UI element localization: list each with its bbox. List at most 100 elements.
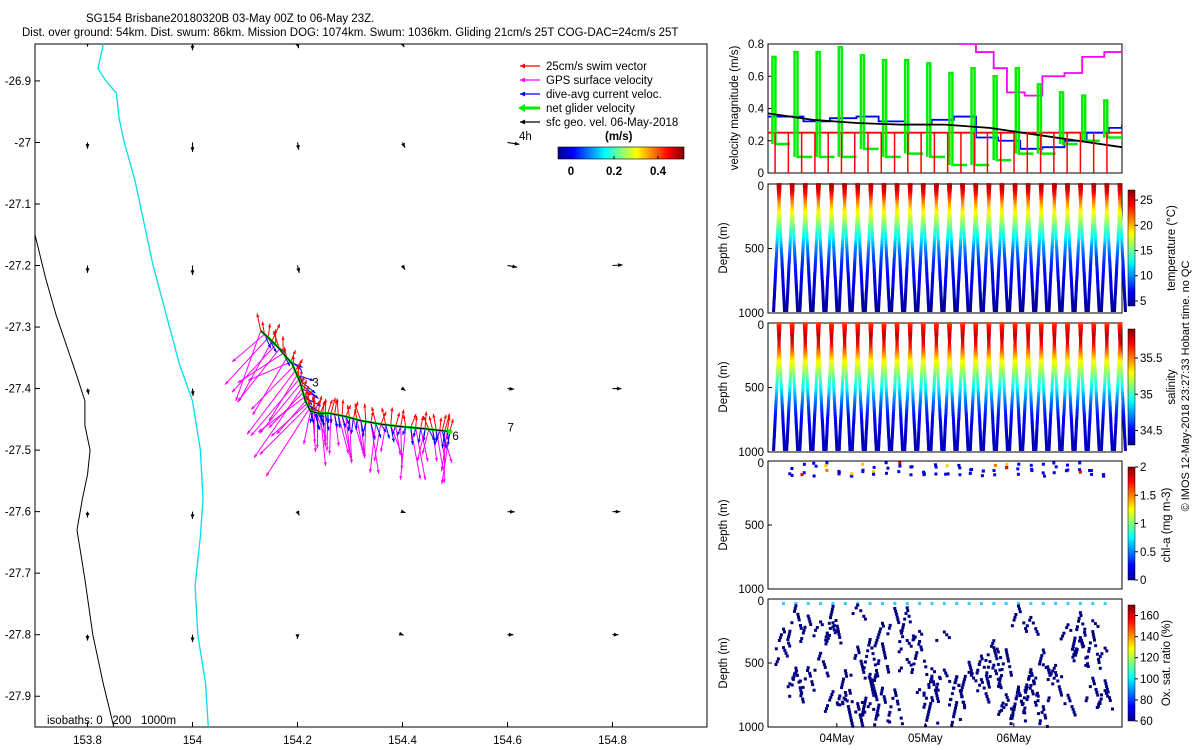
profile-sample-point <box>804 216 808 220</box>
profile-sample-point <box>826 415 830 418</box>
profile-sample-point <box>1012 187 1016 191</box>
profile-sample-point <box>773 431 776 435</box>
profile-sample-point <box>932 249 936 253</box>
gps-velocity-arrow-head <box>440 467 444 472</box>
profile-sample-point <box>826 276 830 279</box>
profile-sample-point <box>802 369 806 373</box>
profile-sample-point <box>845 255 849 259</box>
profile-sample-point <box>912 267 915 271</box>
profile-sample-point <box>841 369 845 373</box>
profile-sample-point <box>860 429 864 433</box>
profile-sample-point <box>855 357 859 361</box>
profile-sample-point <box>906 245 910 249</box>
profile-sample-point <box>1052 195 1056 199</box>
profile-sample-point <box>1084 298 1087 302</box>
profile-sample-point <box>816 201 820 205</box>
profile-sample-point <box>984 255 988 259</box>
profile-sample-point <box>974 201 978 205</box>
gps-velocity-arrow-head <box>252 411 256 416</box>
profile-sample-point <box>1044 290 1048 294</box>
colorbar-tick-0: 0 <box>568 166 574 178</box>
profile-sample-point <box>820 276 824 279</box>
profile-sample-point <box>812 427 816 431</box>
profile-sample-point <box>804 185 808 189</box>
profile-sample-point <box>796 448 800 451</box>
profile-sample-point <box>977 261 981 265</box>
profile-sample-point <box>910 240 914 244</box>
profile-sample-point <box>926 284 929 288</box>
profile-sample-point <box>1117 187 1121 191</box>
map-y-tick-label: -27.7 <box>5 568 31 580</box>
profile-sample-point <box>861 296 864 300</box>
profile-sample-point <box>906 251 910 255</box>
profile-sample-point <box>806 394 810 398</box>
profile-sample-point <box>777 346 781 350</box>
profile-sample-point <box>904 284 908 288</box>
profile-sample-point <box>812 437 815 441</box>
profile-sample-point <box>984 253 988 257</box>
swim-vector-arrow-head <box>324 398 328 403</box>
colorbar-tick-0-2: 0.2 <box>606 166 622 178</box>
swim-vector-arrow <box>446 416 451 432</box>
map-x-tick-label: 154.4 <box>388 735 417 747</box>
profile-sample-point <box>1121 265 1125 269</box>
profile-sample-point <box>882 197 886 201</box>
profile-sample-point <box>795 429 799 433</box>
profile-sample-point <box>934 201 938 205</box>
profile-sample-point <box>840 390 844 394</box>
profile-sample-point <box>790 199 794 203</box>
profile-sample-point <box>807 267 811 271</box>
profile-sample-point <box>905 271 909 275</box>
profile-sample-point <box>900 294 904 298</box>
profile-sample-point <box>1110 302 1114 306</box>
profile-sample-point <box>780 402 784 406</box>
profile-sample-point <box>790 197 794 201</box>
profile-sample-point <box>944 278 948 282</box>
profile-sample-point <box>1114 288 1118 292</box>
profile-sample-point <box>842 330 846 334</box>
geo-vector-arrow <box>612 509 621 514</box>
profile-sample-point <box>788 386 792 390</box>
profile-sample-point <box>772 439 776 443</box>
profile-sample-point <box>932 247 936 251</box>
profile-sample-point <box>868 193 872 197</box>
profile-sample-point <box>1120 243 1124 246</box>
profile-sample-point <box>1057 282 1060 286</box>
profile-sample-point <box>829 199 833 203</box>
profile-sample-point <box>1053 205 1057 209</box>
profile-sample-point <box>800 267 804 271</box>
profile-sample-point <box>883 226 887 230</box>
profile-sample-point <box>982 298 986 302</box>
profile-sample-point <box>960 220 964 224</box>
profile-sample-point <box>925 282 929 286</box>
profile-sample-point <box>929 309 933 312</box>
profile-sample-point <box>921 189 925 193</box>
profile-sample-point <box>779 249 783 253</box>
profile-sample-point <box>881 224 885 228</box>
profile-sample-point <box>846 410 850 414</box>
profile-sample-point <box>861 309 865 312</box>
profile-sample-point <box>965 282 969 286</box>
profile-sample-point <box>1092 205 1096 209</box>
profile-sample-point <box>1102 263 1106 267</box>
profile-sample-point <box>1080 226 1084 230</box>
profile-sample-point <box>774 261 778 265</box>
profile-sample-point <box>1038 230 1042 234</box>
profile-sample-point <box>952 280 955 284</box>
profile-sample-point <box>829 189 833 193</box>
profile-sample-point <box>851 290 855 294</box>
map-y-tick-label: -27 <box>14 137 31 149</box>
profile-sample-point <box>998 249 1002 253</box>
profile-sample-point <box>858 375 861 379</box>
swim-vector-arrow-head <box>332 397 336 402</box>
profile-sample-point <box>857 361 861 365</box>
profile-sample-point <box>1016 265 1020 269</box>
profile-sample-point <box>854 373 858 377</box>
profile-sample-point <box>1061 288 1065 292</box>
profile-sample-point <box>817 361 821 365</box>
profile-sample-point <box>796 307 799 310</box>
profile-sample-point <box>1028 240 1032 244</box>
profile-sample-point <box>894 230 898 234</box>
profile-sample-point <box>858 240 862 244</box>
profile-sample-point <box>778 228 782 232</box>
